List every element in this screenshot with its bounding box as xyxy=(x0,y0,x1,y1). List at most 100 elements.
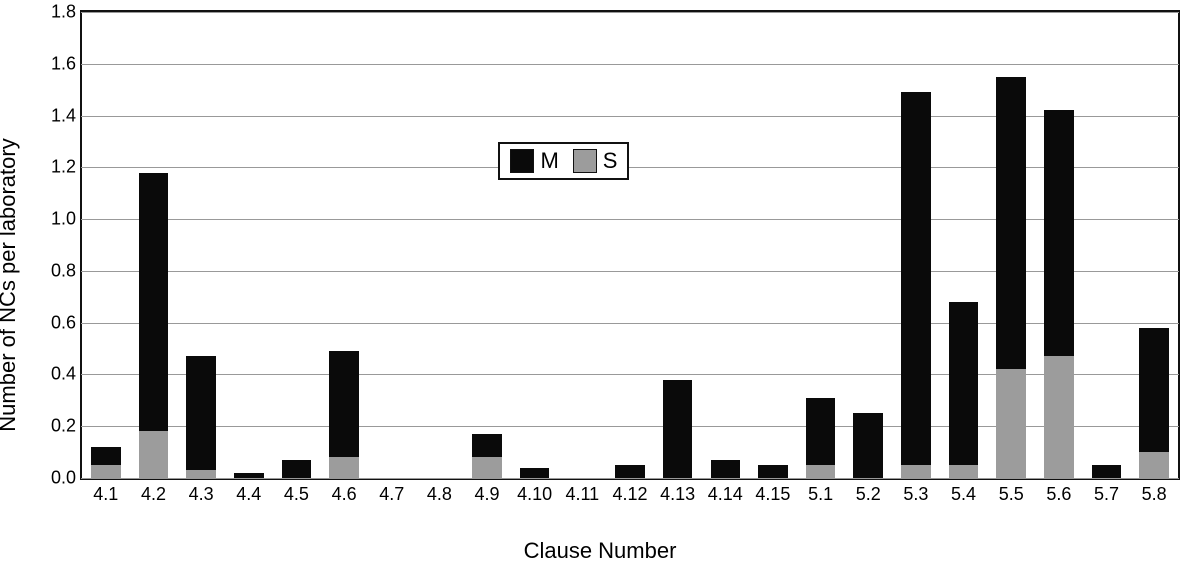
y-tick-label: 0.4 xyxy=(51,364,82,385)
legend-label: S xyxy=(603,148,618,174)
bar-slot: 4.5 xyxy=(282,12,312,478)
bar-stack xyxy=(186,356,216,478)
bar-segment-M xyxy=(996,77,1026,370)
x-tick-label: 4.7 xyxy=(379,478,404,505)
bar-stack xyxy=(91,447,121,478)
bar-segment-M xyxy=(758,465,788,478)
bar-stack xyxy=(663,380,693,478)
bar-stack xyxy=(1092,465,1122,478)
y-tick-label: 0.8 xyxy=(51,260,82,281)
x-tick-label: 4.11 xyxy=(565,478,599,505)
bar-segment-M xyxy=(853,413,883,478)
bar-slot: 4.12 xyxy=(615,12,645,478)
bar-slot: 4.1 xyxy=(91,12,121,478)
bar-slot: 5.1 xyxy=(806,12,836,478)
y-tick-label: 1.6 xyxy=(51,53,82,74)
bar-segment-M xyxy=(901,92,931,465)
bar-stack xyxy=(853,413,883,478)
bar-segment-M xyxy=(139,173,169,432)
bar-slot: 4.7 xyxy=(377,12,407,478)
bar-segment-S xyxy=(186,470,216,478)
x-tick-label: 4.15 xyxy=(755,478,790,505)
bar-segment-M xyxy=(663,380,693,478)
bar-slot: 5.6 xyxy=(1044,12,1074,478)
y-axis-label: Number of NCs per laboratory xyxy=(0,138,21,431)
bar-stack xyxy=(472,434,502,478)
bar-slot: 4.4 xyxy=(234,12,264,478)
bar-slot: 4.11 xyxy=(568,12,598,478)
x-tick-label: 5.3 xyxy=(903,478,928,505)
bar-segment-S xyxy=(329,457,359,478)
bar-segment-M xyxy=(615,465,645,478)
x-tick-label: 4.1 xyxy=(93,478,118,505)
x-tick-label: 4.6 xyxy=(332,478,357,505)
bar-stack xyxy=(282,460,312,478)
legend-item: S xyxy=(573,148,618,174)
bar-slot: 4.15 xyxy=(758,12,788,478)
legend-swatch xyxy=(510,149,534,173)
bar-slot: 4.9 xyxy=(472,12,502,478)
bar-segment-S xyxy=(91,465,121,478)
chart-container: Number of NCs per laboratory Clause Numb… xyxy=(0,0,1200,570)
legend-swatch xyxy=(573,149,597,173)
bar-segment-S xyxy=(901,465,931,478)
x-tick-label: 4.5 xyxy=(284,478,309,505)
bar-segment-M xyxy=(186,356,216,470)
plot-area: 4.14.24.34.44.54.64.74.84.94.104.114.124… xyxy=(80,10,1180,480)
x-tick-label: 4.8 xyxy=(427,478,452,505)
bar-slot: 5.8 xyxy=(1139,12,1169,478)
x-tick-label: 5.8 xyxy=(1142,478,1167,505)
bar-segment-M xyxy=(329,351,359,457)
bar-segment-M xyxy=(472,434,502,457)
y-tick-label: 1.0 xyxy=(51,209,82,230)
bar-segment-M xyxy=(282,460,312,478)
bar-stack xyxy=(615,465,645,478)
y-tick-label: 1.8 xyxy=(51,2,82,23)
x-tick-label: 4.10 xyxy=(517,478,552,505)
bar-stack xyxy=(711,460,741,478)
bar-stack xyxy=(806,398,836,478)
x-tick-label: 5.5 xyxy=(999,478,1024,505)
bar-stack xyxy=(901,92,931,478)
x-tick-label: 5.2 xyxy=(856,478,881,505)
bar-slot: 5.3 xyxy=(901,12,931,478)
bar-segment-S xyxy=(139,431,169,478)
bar-segment-M xyxy=(1044,110,1074,356)
x-axis-label: Clause Number xyxy=(0,538,1200,564)
bar-stack xyxy=(1044,110,1074,478)
bar-slot: 5.4 xyxy=(949,12,979,478)
y-tick-label: 0.6 xyxy=(51,312,82,333)
legend-label: M xyxy=(540,148,558,174)
x-tick-label: 4.9 xyxy=(475,478,500,505)
bar-segment-M xyxy=(91,447,121,465)
bar-stack xyxy=(758,465,788,478)
bar-segment-M xyxy=(1139,328,1169,452)
bar-stack xyxy=(996,77,1026,478)
y-tick-label: 1.4 xyxy=(51,105,82,126)
bars-layer: 4.14.24.34.44.54.64.74.84.94.104.114.124… xyxy=(82,12,1178,478)
bar-slot: 5.2 xyxy=(853,12,883,478)
bar-slot: 4.14 xyxy=(711,12,741,478)
bar-segment-S xyxy=(996,369,1026,478)
bar-segment-S xyxy=(1044,356,1074,478)
bar-stack xyxy=(329,351,359,478)
x-tick-label: 4.14 xyxy=(708,478,743,505)
bar-segment-M xyxy=(949,302,979,465)
y-tick-label: 0.2 xyxy=(51,416,82,437)
bar-stack xyxy=(949,302,979,478)
x-tick-label: 5.7 xyxy=(1094,478,1119,505)
bar-slot: 5.7 xyxy=(1092,12,1122,478)
bar-segment-S xyxy=(472,457,502,478)
x-tick-label: 4.4 xyxy=(236,478,261,505)
legend: MS xyxy=(498,142,629,180)
bar-stack xyxy=(520,468,550,478)
x-tick-label: 4.3 xyxy=(189,478,214,505)
bar-slot: 4.3 xyxy=(186,12,216,478)
bar-slot: 5.5 xyxy=(996,12,1026,478)
x-tick-label: 4.12 xyxy=(612,478,647,505)
bar-segment-M xyxy=(806,398,836,465)
bar-segment-M xyxy=(711,460,741,478)
x-tick-label: 4.2 xyxy=(141,478,166,505)
bar-slot: 4.8 xyxy=(425,12,455,478)
x-tick-label: 5.4 xyxy=(951,478,976,505)
